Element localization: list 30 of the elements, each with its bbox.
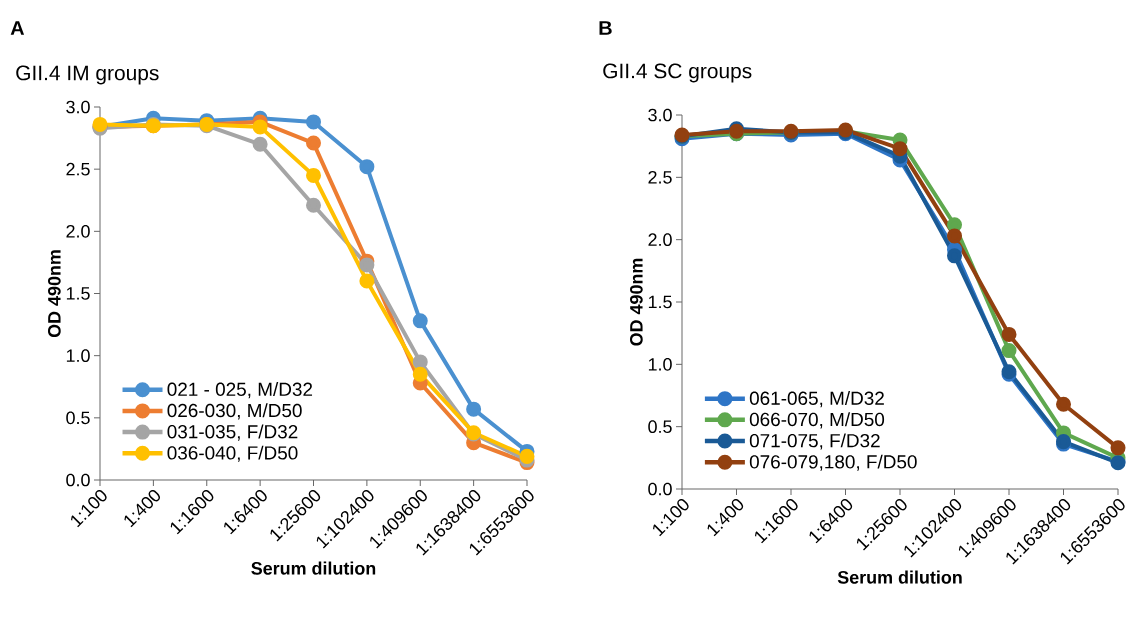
legend-label: 021 - 025, M/D32 [167,382,313,399]
y-tick-label: 1.5 [66,287,90,300]
legend-label: 066-070, M/D50 [749,412,885,429]
y-tick-label: 0.5 [648,420,672,434]
y-tick-label: 3.0 [648,108,672,122]
y-tick-label: 0.5 [66,411,90,425]
legend-label: 076-079,180, F/D50 [749,454,917,471]
chart-subtitle: GII.4 SC groups [603,63,752,83]
y-axis-title: OD 490nm [630,258,643,346]
y-tick-label: 0.0 [66,473,90,487]
y-tick-label: 2.5 [66,162,90,176]
y-axis-title: OD 490nm [48,250,61,338]
x-axis-title: Serum dilution [251,561,376,575]
x-axis-title: Serum dilution [837,570,962,584]
chart-title: B [599,21,612,35]
y-tick-label: 3.0 [66,100,90,114]
y-tick-label: 1.0 [648,357,672,371]
y-tick-label: 0.0 [648,482,672,496]
y-tick-label: 1.5 [648,295,672,309]
chart-subtitle: GII.4 IM groups [16,65,159,85]
legend-label: 071-075, F/D32 [749,433,880,450]
y-tick-label: 1.0 [66,349,90,363]
legend-label: 036-040, F/D50 [167,445,298,462]
y-tick-label: 2.0 [648,233,672,247]
y-tick-label: 2.0 [66,224,90,238]
y-tick-label: 2.5 [648,170,672,184]
legend-label: 031-035, F/D32 [167,424,298,441]
legend-label: 061-065, M/D32 [749,391,884,408]
legend-label: 026-030, M/D50 [167,403,302,420]
chart-title: A [10,21,25,35]
